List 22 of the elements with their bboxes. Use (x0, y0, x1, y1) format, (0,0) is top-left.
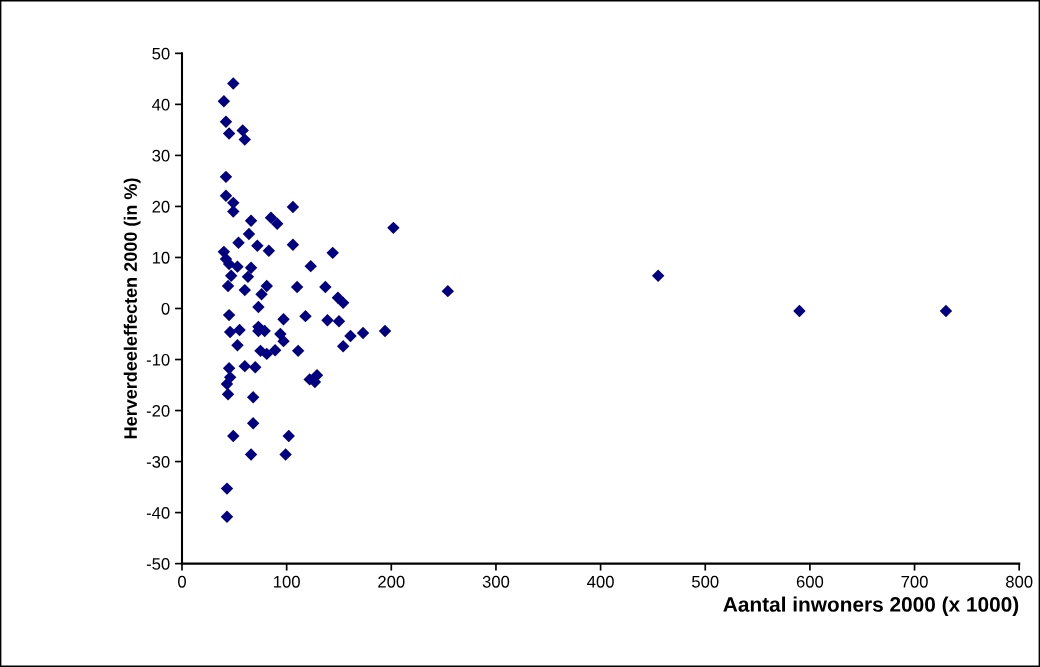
y-tick-label: -40 (146, 506, 170, 519)
x-tick-label: 500 (692, 575, 719, 588)
y-tick-label: -50 (146, 558, 170, 570)
y-tick-label: -20 (146, 404, 170, 417)
y-axis-title: Herverdeeleffecten 2000 (in %) (123, 178, 141, 439)
x-tick-label: 300 (482, 575, 510, 588)
y-tick-label: 0 (161, 302, 170, 315)
x-axis-title: Aantal inwoners 2000 (x 1000) (723, 596, 1019, 616)
x-tick-label: 200 (378, 575, 405, 588)
y-tick-label: 10 (152, 251, 170, 264)
y-tick-label: 30 (152, 149, 170, 162)
x-tick-label: 400 (587, 575, 614, 588)
y-tick-label: -10 (146, 353, 170, 366)
x-tick-label: 600 (796, 575, 824, 588)
y-tick-label: 40 (152, 98, 170, 111)
x-tick-label: 800 (1006, 575, 1033, 588)
y-tick-label: -30 (146, 455, 170, 468)
x-tick-label: 700 (901, 575, 928, 588)
x-tick-label: 0 (178, 575, 186, 588)
y-tick-label: 50 (152, 47, 170, 60)
x-tick-label: 100 (274, 575, 300, 588)
y-tick-label: 20 (152, 200, 170, 213)
